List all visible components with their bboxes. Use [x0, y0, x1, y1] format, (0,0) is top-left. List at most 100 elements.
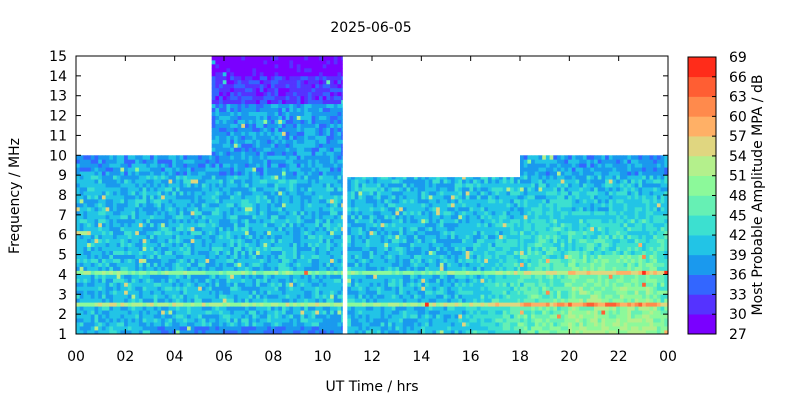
heatmap-cell: [90, 318, 95, 323]
heatmap-cell: [318, 330, 324, 335]
heatmap-cell: [79, 183, 84, 188]
heatmap-cell: [307, 202, 312, 208]
heatmap-cell: [244, 230, 250, 236]
heatmap-cell: [215, 63, 220, 69]
heatmap-cell: [256, 230, 261, 236]
heatmap-cell: [391, 306, 396, 311]
heatmap-cell: [274, 310, 279, 315]
heatmap-cell: [244, 63, 250, 69]
heatmap-cell: [194, 187, 199, 192]
heatmap-cell: [198, 314, 203, 319]
heatmap-cell: [113, 230, 118, 236]
heatmap-cell: [248, 290, 253, 295]
heatmap-cell: [230, 59, 235, 65]
heatmap-cell: [94, 278, 99, 283]
heatmap-cell: [362, 222, 367, 228]
heatmap-cell: [98, 167, 103, 172]
heatmap-cell: [190, 330, 195, 335]
heatmap-cell: [270, 75, 275, 81]
heatmap-cell: [168, 326, 173, 331]
heatmap-cell: [237, 278, 242, 283]
heatmap-cell: [376, 330, 382, 335]
heatmap-cell: [307, 139, 312, 144]
heatmap-cell: [406, 262, 411, 267]
heatmap-cell: [113, 242, 118, 248]
heatmap-cell: [135, 234, 140, 240]
heatmap-cell: [293, 246, 298, 251]
heatmap-cell: [138, 286, 143, 291]
heatmap-cell: [150, 262, 155, 267]
heatmap-cell: [194, 322, 199, 327]
heatmap-cell: [233, 298, 238, 303]
heatmap-cell: [318, 226, 324, 232]
heatmap-cell: [391, 246, 396, 251]
heatmap-cell: [289, 210, 294, 216]
heatmap-cell: [281, 191, 287, 196]
heatmap-cell: [183, 290, 188, 295]
heatmap-cell: [402, 298, 407, 303]
heatmap-cell: [201, 234, 206, 240]
heatmap-cell: [183, 238, 188, 244]
heatmap-cell: [127, 286, 132, 291]
heatmap-cell: [315, 222, 320, 228]
heatmap-cell: [326, 111, 331, 116]
heatmap-cell: [358, 258, 363, 263]
heatmap-cell: [153, 286, 158, 291]
heatmap-cell: [278, 99, 283, 105]
heatmap-cell: [296, 306, 301, 311]
heatmap-cell: [395, 202, 400, 208]
heatmap-cell: [248, 103, 253, 109]
heatmap-cell: [300, 131, 305, 136]
heatmap-cell: [105, 167, 110, 172]
heatmap-cell: [293, 318, 298, 323]
heatmap-cell: [252, 91, 257, 97]
heatmap-cell: [311, 298, 316, 303]
heatmap-cell: [205, 274, 210, 279]
heatmap-cell: [322, 63, 327, 69]
heatmap-cell: [380, 246, 385, 251]
heatmap-cell: [241, 79, 246, 85]
heatmap-cell: [190, 202, 195, 208]
heatmap-cell: [326, 290, 331, 295]
heatmap-cell: [263, 107, 268, 112]
heatmap-cell: [109, 210, 114, 216]
heatmap-cell: [124, 218, 129, 224]
heatmap-cell: [296, 91, 301, 97]
heatmap-cell: [267, 91, 272, 97]
heatmap-cell: [388, 202, 393, 208]
heatmap-cell: [222, 175, 227, 180]
heatmap-cell: [322, 242, 327, 248]
heatmap-cell: [406, 198, 411, 204]
heatmap-cell: [289, 274, 294, 279]
heatmap-cell: [300, 119, 305, 124]
heatmap-cell: [205, 258, 210, 263]
heatmap-cell: [198, 258, 203, 263]
heatmap-cell: [341, 67, 343, 73]
heatmap-cell: [209, 266, 213, 271]
heatmap-cell: [124, 195, 129, 200]
heatmap-cell: [296, 270, 301, 275]
heatmap-cell: [369, 191, 374, 196]
heatmap-cell: [259, 266, 264, 271]
heatmap-cell: [215, 322, 220, 327]
heatmap-cell: [421, 306, 426, 311]
heatmap-cell: [233, 119, 238, 124]
heatmap-cell: [270, 226, 275, 232]
heatmap-cell: [347, 210, 352, 216]
heatmap-cell: [270, 282, 275, 287]
heatmap-cell: [318, 183, 324, 188]
heatmap-cell: [190, 258, 195, 263]
heatmap-cell: [358, 290, 363, 295]
heatmap-cell: [201, 183, 206, 188]
heatmap-cell: [341, 147, 343, 152]
heatmap-cell: [172, 195, 177, 200]
heatmap-cell: [146, 198, 151, 204]
heatmap-cell: [101, 274, 106, 279]
heatmap-cell: [380, 294, 385, 299]
heatmap-cell: [105, 318, 110, 323]
heatmap-cell: [354, 183, 359, 188]
heatmap-cell: [263, 330, 268, 335]
heatmap-cell: [285, 135, 290, 140]
heatmap-cell: [109, 290, 114, 295]
heatmap-cell: [395, 262, 400, 267]
